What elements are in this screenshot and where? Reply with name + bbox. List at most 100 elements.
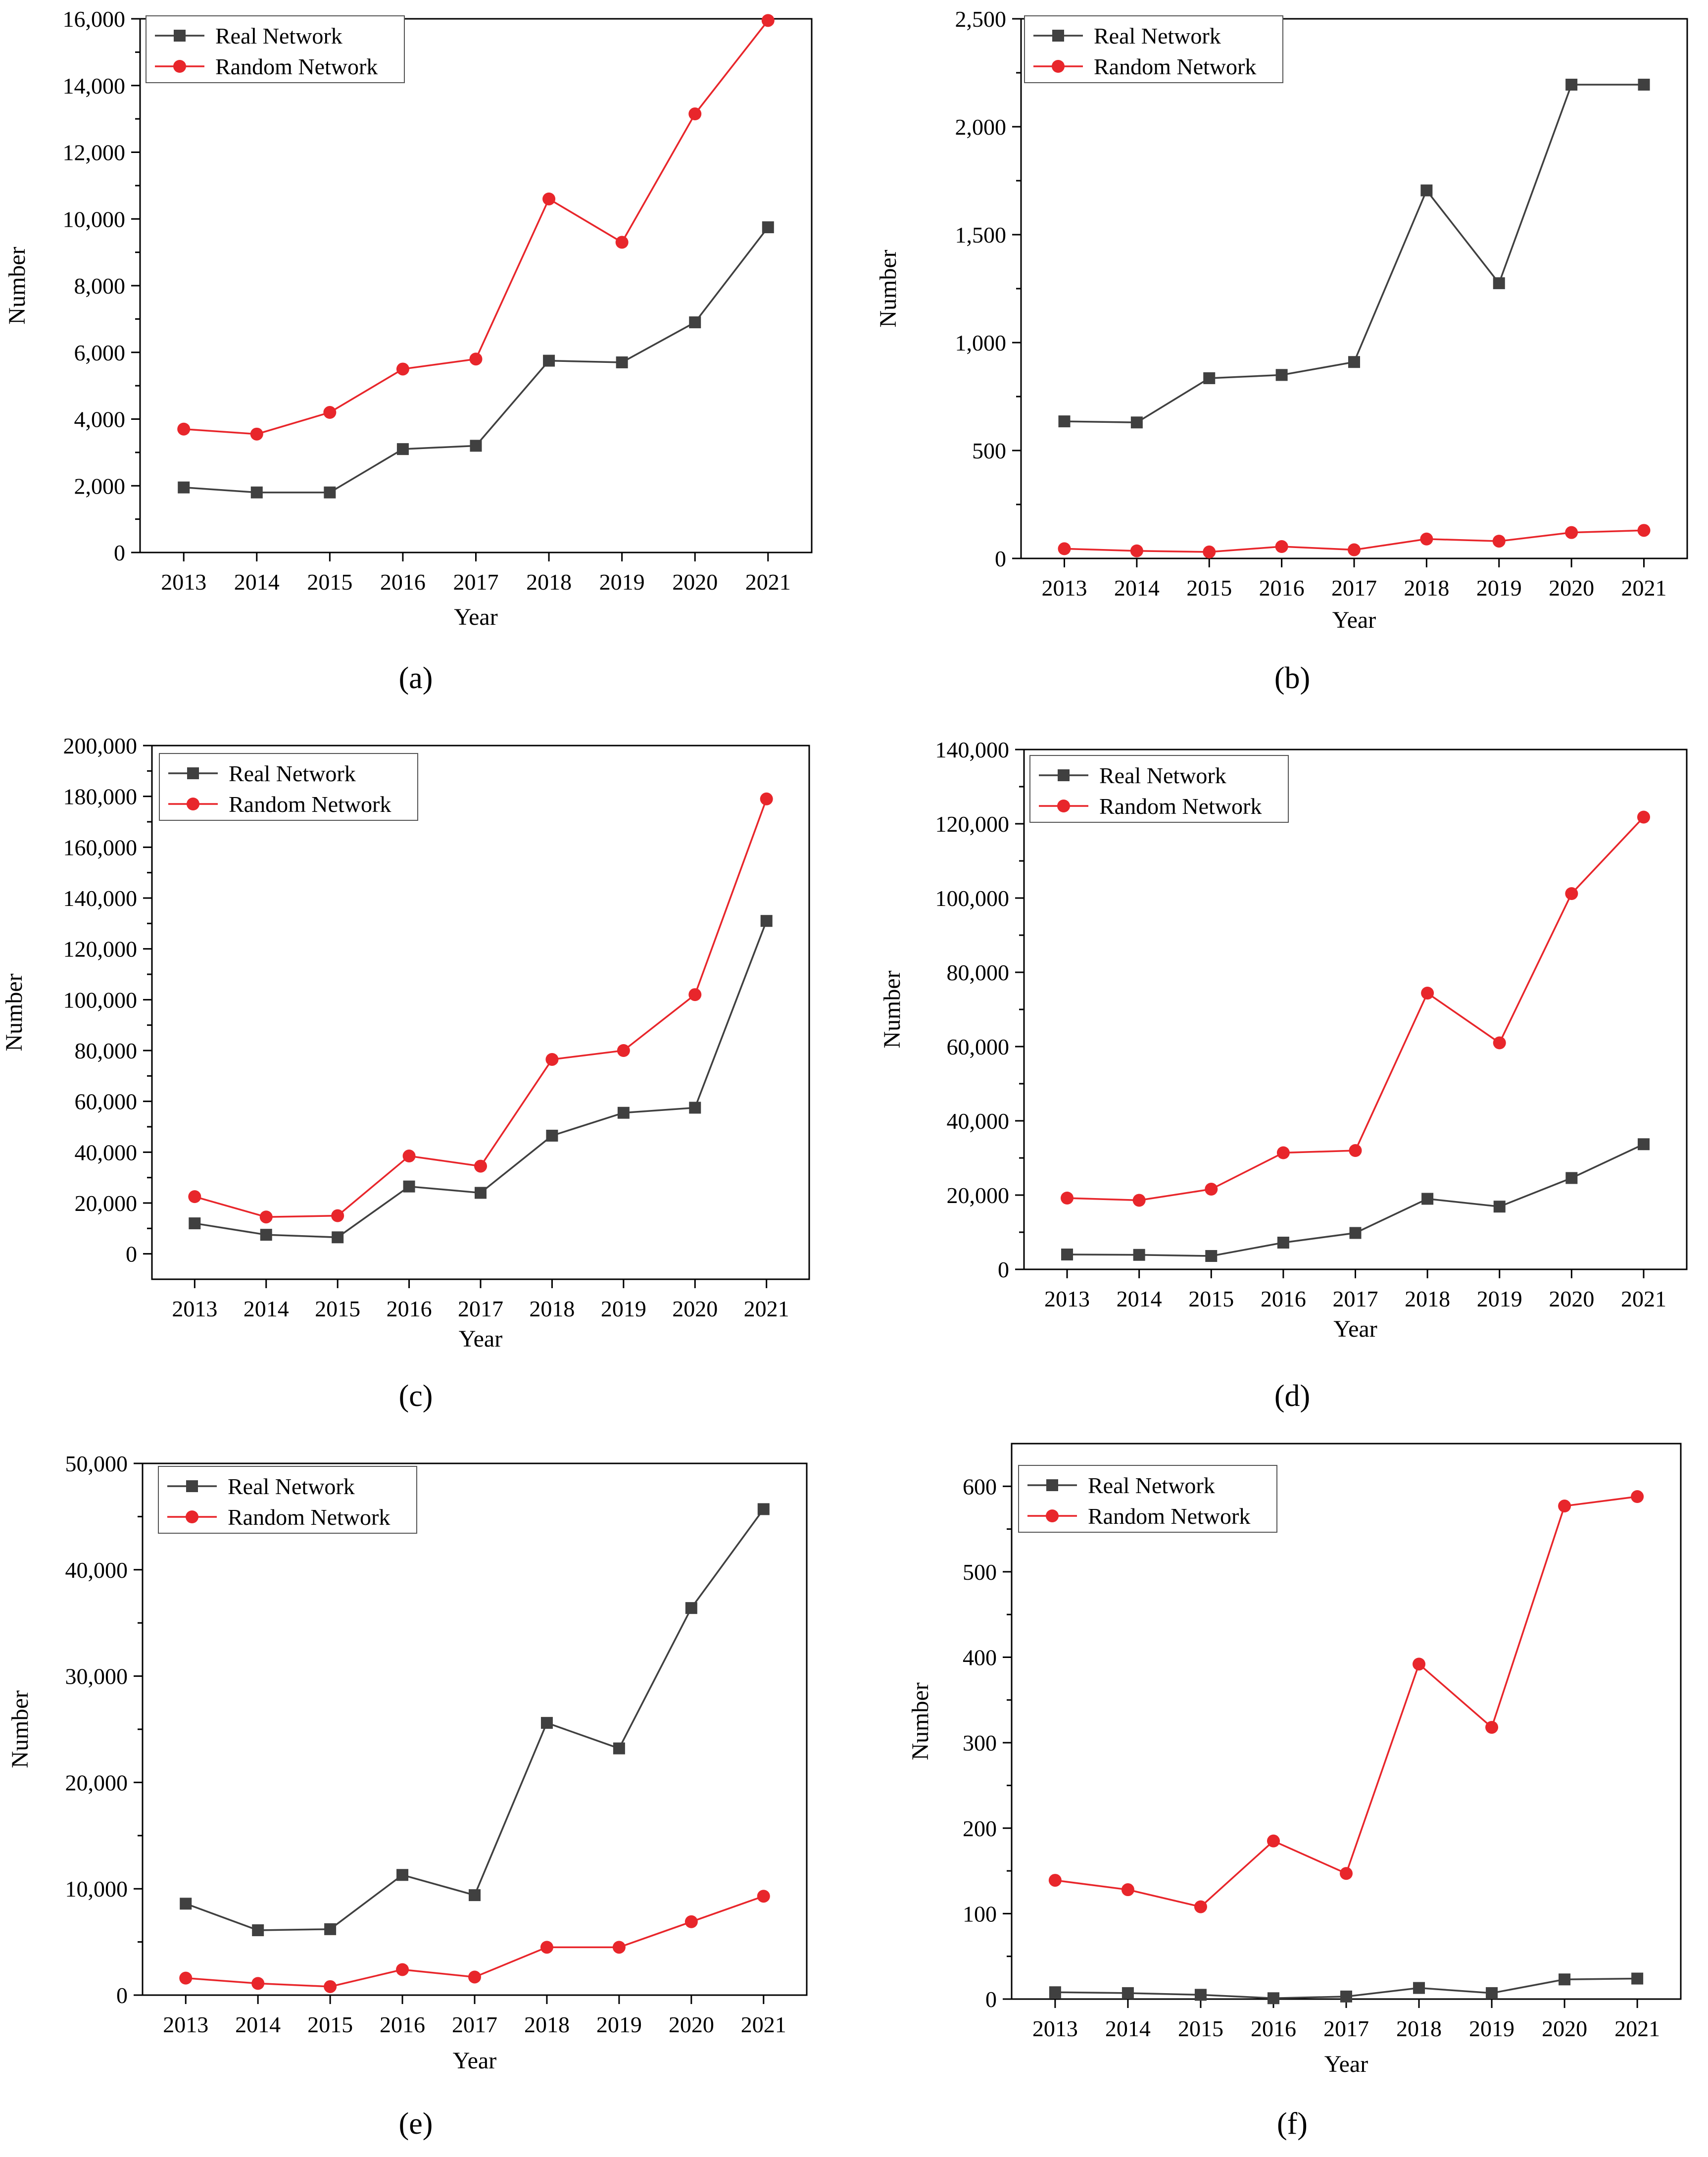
x-tick-label-f: 2018	[1396, 2016, 1442, 2041]
legend-label-random-b: Random Network	[1094, 54, 1256, 79]
x-tick-label-d: 2013	[1044, 1286, 1090, 1311]
x-tick-label-e: 2017	[452, 2012, 497, 2037]
x-tick-label-b: 2017	[1331, 575, 1377, 601]
data-point-real-d	[1565, 1172, 1578, 1184]
data-point-real-a	[178, 481, 190, 494]
x-tick-label-d: 2015	[1188, 1286, 1234, 1311]
data-point-random-b	[1492, 535, 1506, 548]
y-tick-label-d: 120,000	[935, 811, 1010, 837]
data-point-random-b	[1420, 532, 1433, 546]
y-tick-label-a: 12,000	[63, 140, 126, 165]
data-point-random-c	[688, 988, 702, 1002]
data-point-real-f	[1267, 1992, 1279, 2005]
x-tick-label-c: 2016	[387, 1296, 432, 1321]
data-point-real-f	[1559, 1973, 1571, 1986]
y-axis-title-c: Number	[1, 973, 27, 1051]
y-tick-label-d: 140,000	[935, 737, 1010, 762]
data-point-random-b	[1203, 545, 1216, 558]
data-point-real-c	[475, 1187, 487, 1199]
x-tick-label-c: 2014	[244, 1296, 289, 1321]
legend-label-random-c: Random Network	[229, 792, 391, 817]
data-point-random-b	[1565, 526, 1578, 539]
y-tick-label-c: 100,000	[63, 987, 138, 1012]
y-tick-label-a: 14,000	[63, 73, 126, 99]
legend-marker-real-e	[186, 1480, 198, 1492]
x-axis-title-c: Year	[459, 1326, 502, 1352]
data-point-random-a	[177, 422, 191, 436]
y-tick-label-e: 0	[116, 1983, 128, 2008]
data-point-real-c	[760, 915, 773, 927]
y-tick-label-e: 30,000	[65, 1664, 128, 1689]
data-point-random-e	[324, 1980, 337, 1993]
caption-d: (d)	[1274, 1379, 1310, 1413]
y-axis-title-a: Number	[4, 247, 30, 324]
legend-marker-real-b	[1052, 30, 1064, 42]
data-point-random-f	[1267, 1834, 1280, 1848]
chart-f: 0 100 200 300 400 500 600 2013 2014 2015 2016 2017 2…	[907, 1443, 1682, 2141]
data-point-real-d	[1205, 1250, 1218, 1262]
x-tick-label-f: 2016	[1251, 2016, 1296, 2041]
y-tick-label-c: 160,000	[63, 835, 138, 860]
data-point-random-f	[1121, 1883, 1134, 1897]
y-tick-label-a: 10,000	[63, 206, 126, 232]
x-tick-label-a: 2017	[453, 569, 499, 595]
chart-a: 0 2,000 4,000 6,000 8,000 10,000 12,000 14,000 1…	[4, 6, 813, 695]
data-point-real-a	[616, 356, 628, 368]
data-point-real-b	[1638, 78, 1650, 91]
data-point-random-e	[757, 1890, 770, 1903]
legend-marker-real-c	[187, 767, 199, 779]
data-point-random-d	[1205, 1183, 1218, 1196]
data-point-random-b	[1348, 543, 1361, 556]
x-tick-label-a: 2018	[526, 569, 572, 595]
legend-box-e	[158, 1466, 417, 1534]
data-point-random-c	[331, 1209, 344, 1222]
data-point-random-c	[545, 1053, 559, 1066]
data-point-random-f	[1413, 1657, 1426, 1671]
data-point-random-a	[688, 107, 702, 121]
x-tick-label-a: 2013	[161, 569, 206, 595]
x-tick-label-b: 2016	[1259, 575, 1305, 601]
legend-marker-real-a	[174, 30, 186, 42]
data-point-random-d	[1565, 887, 1578, 900]
x-tick-label-a: 2020	[672, 569, 718, 595]
chart-c: 0 20,000 40,000 60,000 80,000 100,000 120,000 1…	[1, 733, 810, 1413]
data-point-real-b	[1348, 356, 1360, 368]
x-tick-label-e: 2013	[163, 2012, 208, 2037]
x-tick-label-d: 2016	[1261, 1286, 1306, 1311]
x-tick-label-b: 2014	[1114, 575, 1160, 601]
data-point-real-c	[617, 1106, 630, 1119]
legend-marker-random-c	[187, 798, 199, 810]
y-tick-label-a: 16,000	[63, 6, 126, 32]
y-tick-label-a: 2,000	[74, 473, 126, 499]
y-tick-label-d: 80,000	[947, 960, 1010, 985]
x-tick-label-a: 2014	[234, 569, 280, 595]
data-point-random-e	[251, 1977, 265, 1990]
data-point-random-c	[259, 1210, 273, 1224]
x-axis-title-d: Year	[1333, 1316, 1377, 1342]
x-tick-label-b: 2019	[1476, 575, 1522, 601]
x-tick-label-d: 2018	[1405, 1286, 1450, 1311]
data-point-random-b	[1058, 542, 1071, 555]
x-tick-label-f: 2013	[1032, 2016, 1078, 2041]
legend-label-random-e: Random Network	[228, 1505, 390, 1530]
y-tick-label-c: 80,000	[75, 1038, 138, 1063]
data-point-random-d	[1349, 1144, 1362, 1157]
y-tick-label-a: 6,000	[74, 340, 126, 365]
x-axis-title-e: Year	[453, 2048, 496, 2074]
chart-d: 0 20,000 40,000 60,000 80,000 100,000 120,000 1…	[879, 737, 1688, 1413]
data-point-random-f	[1631, 1490, 1644, 1504]
x-tick-label-f: 2020	[1542, 2016, 1587, 2041]
data-point-real-a	[689, 316, 701, 329]
y-tick-label-a: 4,000	[74, 407, 126, 432]
data-point-real-a	[543, 354, 555, 367]
y-tick-label-b: 0	[995, 546, 1006, 571]
data-point-real-d	[1349, 1227, 1362, 1239]
y-tick-label-e: 10,000	[65, 1876, 128, 1902]
data-point-real-e	[252, 1924, 264, 1936]
y-tick-label-b: 500	[972, 438, 1006, 463]
x-tick-label-a: 2015	[307, 569, 352, 595]
x-tick-label-d: 2014	[1117, 1286, 1162, 1311]
x-tick-label-e: 2020	[669, 2012, 714, 2037]
x-tick-label-b: 2015	[1186, 575, 1232, 601]
